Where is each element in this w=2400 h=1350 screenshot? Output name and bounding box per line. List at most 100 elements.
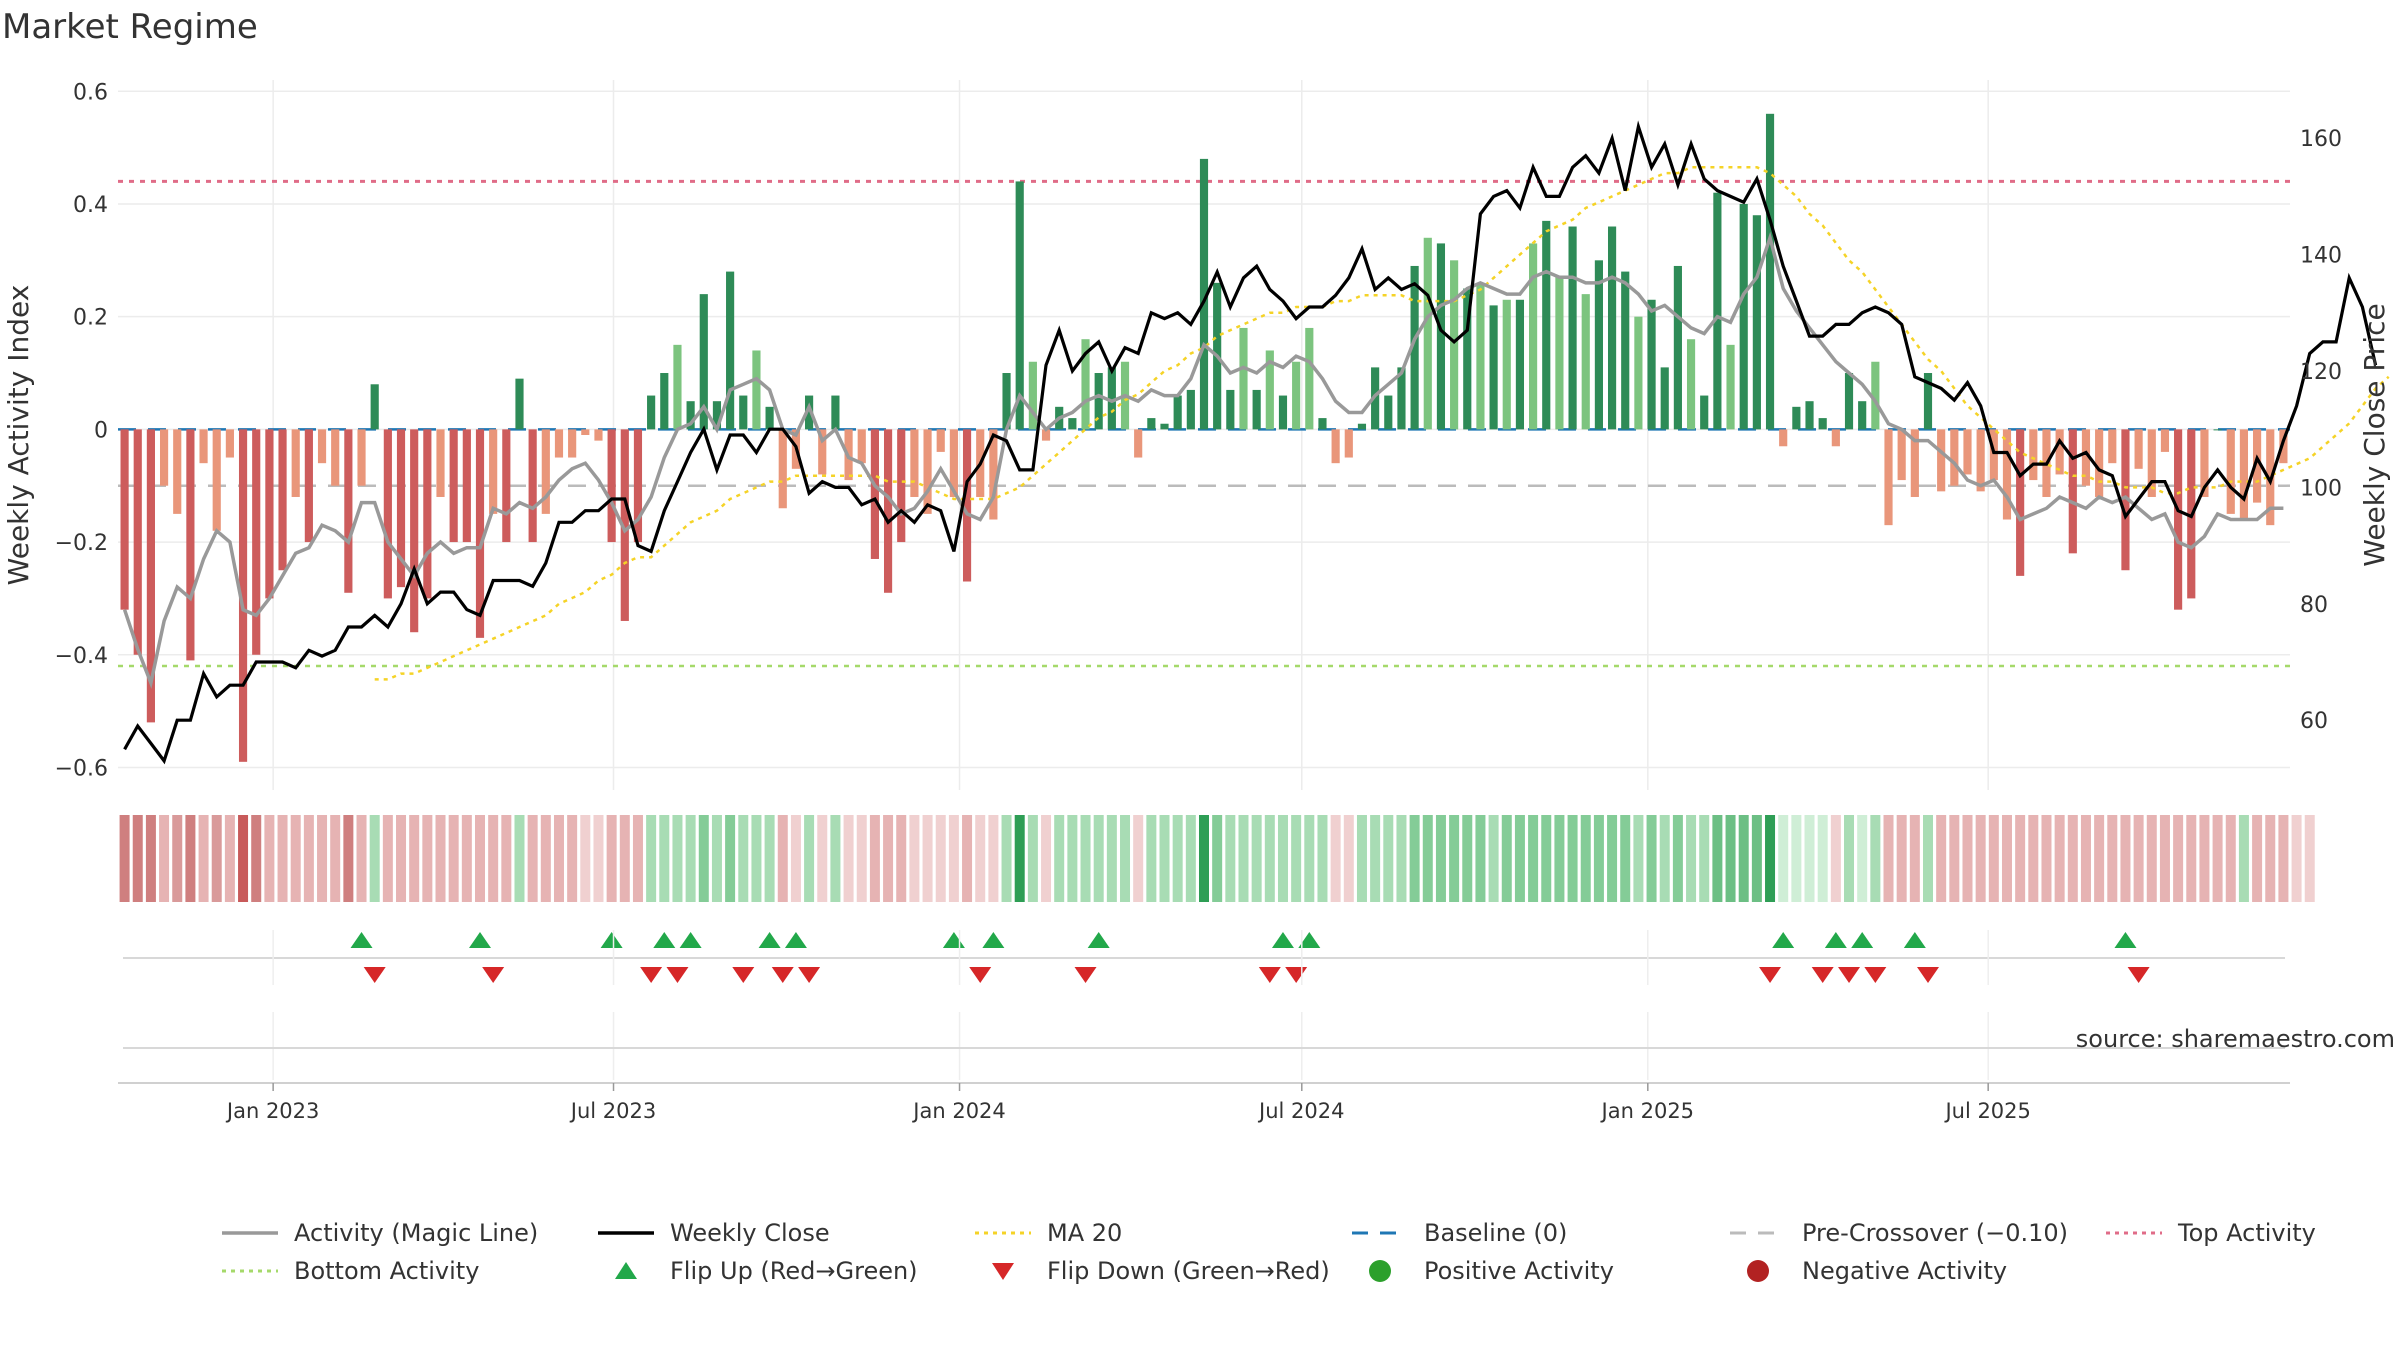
regime-cell [382, 815, 393, 902]
activity-bar [1621, 271, 1630, 430]
activity-bar [1739, 203, 1748, 430]
legend-label: Positive Activity [1424, 1257, 1614, 1285]
regime-cell [2173, 815, 2184, 902]
regime-cell [1672, 815, 1683, 902]
regime-cell [2001, 815, 2012, 902]
flip-up-marker [679, 932, 702, 948]
activity-bar [225, 429, 234, 458]
activity-bar [1607, 226, 1617, 430]
x-tick-label: Jan 2023 [225, 1099, 320, 1123]
activity-bar [1752, 215, 1761, 430]
regime-cell [1027, 815, 1038, 902]
activity-bar [1765, 113, 1775, 430]
flip-up-marker [1824, 932, 1847, 948]
activity-bar [554, 429, 564, 458]
activity-bar [2213, 429, 2222, 431]
activity-bar [870, 429, 879, 559]
activity-bar [1950, 429, 1959, 486]
activity-bar [1436, 243, 1446, 430]
regime-cell [1607, 815, 1618, 902]
flip-up-marker [600, 932, 623, 948]
activity-bar [1726, 344, 1735, 430]
activity-bar [2002, 429, 2012, 520]
activity-bar [1634, 316, 1643, 430]
activity-bar [1686, 339, 1696, 430]
regime-cell [1396, 815, 1407, 902]
activity-bar [1028, 361, 1037, 430]
activity-bar [739, 395, 748, 430]
source-note: source: sharemaestro.com [2076, 1025, 2395, 1053]
regime-cell [1422, 815, 1433, 902]
flip-up-marker [1851, 932, 1874, 948]
regime-cell [2291, 815, 2302, 902]
regime-cell [2304, 815, 2315, 902]
legend-swatch [1369, 1260, 1391, 1282]
activity-bar [1779, 429, 1788, 447]
regime-cell [1830, 815, 1841, 902]
activity-bar [1647, 299, 1656, 430]
regime-cell [619, 815, 630, 902]
activity-bar [357, 429, 366, 486]
right-tick-label: 160 [2300, 127, 2342, 152]
regime-cell [2278, 815, 2289, 902]
regime-cell [804, 815, 815, 902]
activity-bar [1502, 299, 1511, 430]
activity-bar [1858, 401, 1867, 430]
activity-bar [1515, 299, 1525, 430]
activity-bar [1792, 406, 1801, 430]
activity-bar [1713, 192, 1722, 430]
activity-bar [2121, 429, 2130, 571]
regime-cell [1291, 815, 1302, 902]
regime-cell [1277, 815, 1288, 902]
regime-cell [948, 815, 959, 902]
activity-bar [1805, 401, 1814, 430]
regime-cell [2120, 815, 2131, 902]
regime-cell [2199, 815, 2210, 902]
regime-cell [1738, 815, 1749, 902]
chart-title: Market Regime [2, 7, 258, 47]
x-tick-label: Jan 2024 [911, 1099, 1006, 1123]
regime-cell [1120, 815, 1131, 902]
activity-bar [1173, 395, 1182, 430]
regime-cell [1896, 815, 1907, 902]
regime-cell [1514, 815, 1525, 902]
activity-bar [1844, 373, 1854, 430]
activity-bar [186, 429, 195, 661]
regime-cell [211, 815, 222, 902]
regime-cell [1949, 815, 1960, 902]
activity-bar [2134, 429, 2143, 469]
regime-cell [2146, 815, 2157, 902]
activity-bar [1226, 389, 1235, 430]
regime-cell [711, 815, 722, 902]
flip-down-marker [1074, 967, 1097, 983]
activity-bar [2055, 429, 2064, 475]
activity-bar [462, 429, 471, 543]
activity-bar [818, 429, 827, 475]
regime-cell [2054, 815, 2065, 902]
regime-cell [817, 815, 828, 902]
left-tick-label: −0.6 [55, 756, 108, 781]
regime-cell [290, 815, 301, 902]
activity-bar [370, 384, 379, 430]
regime-cell [1172, 815, 1183, 902]
regime-cell [1725, 815, 1736, 902]
regime-cell [1686, 815, 1697, 902]
regime-cell [1765, 815, 1776, 902]
right-tick-label: 120 [2300, 360, 2342, 385]
flip-down-marker [1811, 967, 1834, 983]
activity-bar [1976, 429, 1985, 492]
regime-cell [343, 815, 354, 902]
regime-cell [1646, 815, 1657, 902]
regime-cell [1212, 815, 1223, 902]
flip-up-marker [653, 932, 676, 948]
regime-cell [2015, 815, 2026, 902]
activity-bar [1818, 418, 1827, 430]
regime-cell [1593, 815, 1604, 902]
activity-bar [1015, 181, 1024, 430]
regime-cell [369, 815, 380, 902]
activity-bar [383, 429, 392, 599]
regime-cell [159, 815, 170, 902]
activity-bars [120, 113, 2288, 762]
regime-cell [896, 815, 907, 902]
